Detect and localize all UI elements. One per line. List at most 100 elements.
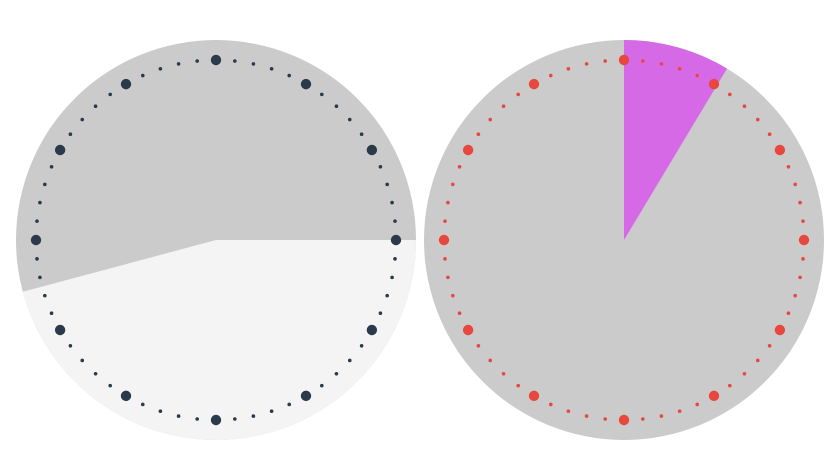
minute-marker-dot — [695, 73, 700, 78]
minute-marker-dot — [158, 67, 163, 71]
minute-marker-dot — [80, 117, 85, 122]
minute-marker-dot — [385, 182, 389, 187]
minute-marker-dot — [677, 409, 682, 413]
minute-marker-dot — [269, 67, 274, 71]
minute-marker-dot — [798, 275, 802, 280]
hour-marker-dot — [708, 390, 720, 402]
minute-marker-dot — [93, 371, 98, 376]
minute-marker-dot — [80, 358, 85, 363]
minute-marker-dot — [385, 293, 389, 298]
minute-marker-dot — [68, 132, 73, 136]
hour-marker-dot — [366, 324, 378, 336]
minute-marker-dot — [641, 417, 645, 421]
minute-marker-dot — [767, 132, 772, 136]
hour-marker-dot — [300, 390, 312, 402]
minute-marker-dot — [287, 73, 292, 78]
minute-marker-dot — [347, 117, 352, 122]
minute-marker-dot — [287, 402, 292, 407]
minute-marker-dot — [43, 293, 47, 298]
dial-right — [424, 40, 824, 440]
hour-marker-dot — [210, 54, 222, 66]
hour-marker-dot — [774, 324, 786, 336]
minute-marker-dot — [801, 257, 805, 261]
minute-marker-dot — [251, 62, 256, 66]
minute-marker-dot — [566, 67, 571, 71]
minute-marker-dot — [548, 73, 553, 78]
minute-marker-dot — [755, 117, 760, 122]
minute-marker-dot — [584, 414, 589, 418]
hour-marker-dot — [120, 78, 132, 90]
minute-marker-dot — [603, 59, 607, 63]
hour-marker-dot — [300, 78, 312, 90]
minute-marker-dot — [451, 293, 455, 298]
hour-marker-dot — [462, 324, 474, 336]
minute-marker-dot — [176, 414, 181, 418]
minute-marker-dot — [798, 200, 802, 205]
minute-marker-dot — [742, 104, 747, 109]
minute-marker-dot — [728, 92, 732, 97]
minute-marker-dot — [516, 383, 520, 388]
dial-right-ticks — [438, 54, 810, 426]
minute-marker-dot — [393, 219, 397, 223]
minute-marker-dot — [443, 257, 447, 261]
minute-marker-dot — [501, 371, 506, 376]
minute-marker-dot — [195, 59, 199, 63]
minute-marker-dot — [359, 344, 364, 348]
hour-marker-dot — [798, 234, 810, 246]
minute-marker-dot — [269, 409, 274, 413]
minute-marker-dot — [603, 417, 607, 421]
minute-marker-dot — [233, 417, 237, 421]
minute-marker-dot — [501, 104, 506, 109]
minute-marker-dot — [801, 219, 805, 223]
minute-marker-dot — [659, 414, 664, 418]
minute-marker-dot — [476, 344, 481, 348]
minute-marker-dot — [584, 62, 589, 66]
hour-marker-dot — [30, 234, 42, 246]
dial-left — [16, 40, 417, 440]
minute-marker-dot — [566, 409, 571, 413]
minute-marker-dot — [320, 92, 324, 97]
hour-marker-dot — [438, 234, 450, 246]
minute-marker-dot — [108, 92, 112, 97]
dial-left-sector — [22, 240, 417, 440]
minute-marker-dot — [347, 358, 352, 363]
minute-marker-dot — [320, 383, 324, 388]
minute-marker-dot — [390, 200, 394, 205]
minute-marker-dot — [334, 371, 339, 376]
minute-marker-dot — [695, 402, 700, 407]
minute-marker-dot — [359, 132, 364, 136]
minute-marker-dot — [451, 182, 455, 187]
hour-marker-dot — [528, 78, 540, 90]
hour-marker-dot — [54, 144, 66, 156]
minute-marker-dot — [755, 358, 760, 363]
minute-marker-dot — [378, 311, 383, 316]
minute-marker-dot — [158, 409, 163, 413]
hour-marker-dot — [708, 78, 720, 90]
dial-left-ticks — [30, 54, 402, 426]
minute-marker-dot — [393, 257, 397, 261]
minute-marker-dot — [728, 383, 732, 388]
hour-marker-dot — [120, 390, 132, 402]
minute-marker-dot — [476, 132, 481, 136]
minute-marker-dot — [176, 62, 181, 66]
hour-marker-dot — [390, 234, 402, 246]
minute-marker-dot — [786, 311, 791, 316]
minute-marker-dot — [446, 275, 450, 280]
minute-marker-dot — [641, 59, 645, 63]
minute-marker-dot — [516, 92, 520, 97]
minute-marker-dot — [43, 182, 47, 187]
minute-marker-dot — [35, 219, 39, 223]
minute-marker-dot — [140, 402, 145, 407]
minute-marker-dot — [140, 73, 145, 78]
minute-marker-dot — [767, 344, 772, 348]
dial-right-sector — [624, 40, 728, 240]
minute-marker-dot — [742, 371, 747, 376]
minute-marker-dot — [233, 59, 237, 63]
minute-marker-dot — [334, 104, 339, 109]
hour-marker-dot — [210, 414, 222, 426]
minute-marker-dot — [38, 200, 42, 205]
hour-marker-dot — [54, 324, 66, 336]
minute-marker-dot — [457, 311, 462, 316]
minute-marker-dot — [49, 311, 54, 316]
